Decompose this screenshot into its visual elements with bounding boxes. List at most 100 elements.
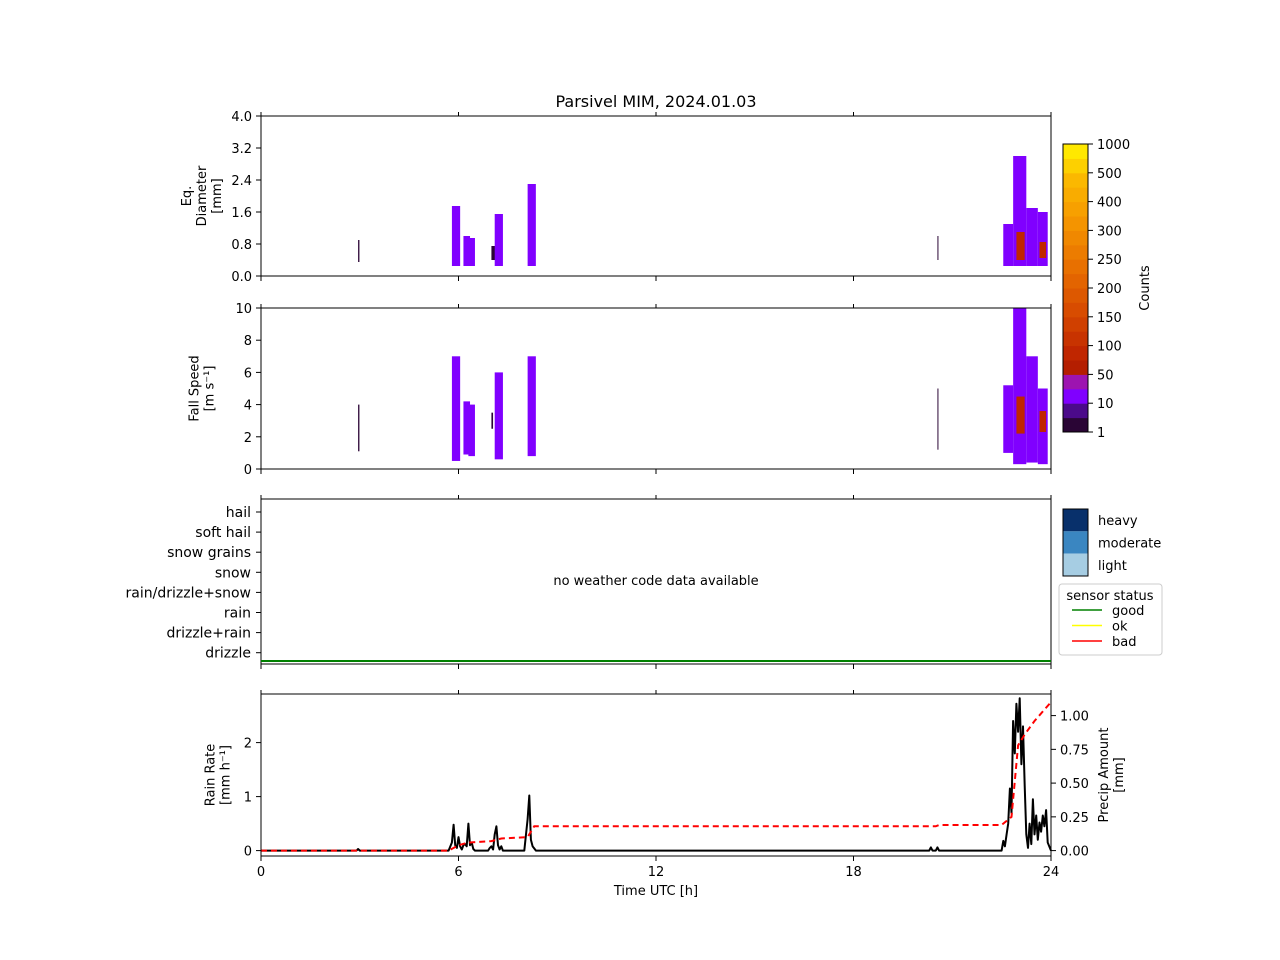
y-axis-label: Eq. [180, 186, 195, 207]
weather-category-label: rain/drizzle+snow [126, 585, 251, 601]
y-tick-label: 0.0 [231, 270, 252, 285]
heatmap-burst [1037, 212, 1048, 266]
colorbar-tick-label: 200 [1097, 282, 1122, 297]
x-tick-label: 12 [648, 865, 665, 880]
colorbar-segment [1063, 316, 1088, 332]
intensity-label: moderate [1098, 537, 1161, 552]
y-axis-label: [m s⁻¹] [203, 366, 218, 412]
colorbar-segment [1063, 331, 1088, 347]
colorbar-tick-label: 1000 [1097, 138, 1130, 153]
weather-code-panel: hail soft hail snow grains snow rain/drizzle… [126, 495, 1052, 669]
y-tick-label: 0 [244, 845, 252, 860]
colorbar-segment [1063, 201, 1088, 217]
diameter-panel: 0.0 0.8 1.6 2.4 3.2 4.0 Eq. Diameter [mm] [180, 110, 1052, 285]
heatmap-burst [491, 412, 494, 429]
heatmap-burst [491, 246, 497, 260]
heatmap-burst [468, 404, 475, 457]
colorbar-tick-label: 50 [1097, 368, 1114, 383]
heatmap-burst [1013, 308, 1027, 465]
y-tick-label: 2 [244, 737, 252, 752]
y-tick-label: 4.0 [231, 110, 252, 125]
colorbar-segment [1063, 172, 1088, 188]
heatmap-burst [358, 404, 360, 452]
y-tick-label: 4 [244, 399, 252, 414]
y-tick-label: 0 [244, 463, 252, 478]
y-tick-label: 1 [244, 791, 252, 806]
heatmap-burst [1039, 411, 1047, 432]
y-tick-label: 1.6 [231, 206, 252, 221]
status-label: bad [1112, 635, 1136, 650]
weather-category-label: snow [215, 565, 251, 581]
y2-tick-label: 1.00 [1060, 710, 1089, 725]
colorbar-label: Counts [1138, 265, 1153, 311]
colorbar-segment [1063, 187, 1088, 203]
heatmap-burst [937, 388, 939, 450]
y-tick-label: 6 [244, 366, 252, 381]
x-tick-label: 6 [454, 865, 462, 880]
y2-tick-label: 0.00 [1060, 845, 1089, 860]
heatmap-burst [494, 372, 503, 460]
y-axis-label: Fall Speed [188, 355, 203, 421]
heatmap-burst [1003, 385, 1014, 453]
colorbar-segment [1063, 360, 1088, 375]
colorbar-tick-label: 400 [1097, 196, 1122, 211]
heatmap-burst [1003, 224, 1014, 266]
colorbar-segment [1063, 374, 1088, 390]
intensity-swatch-moderate [1063, 531, 1088, 554]
y-tick-label: 10 [235, 302, 252, 317]
status-label: good [1112, 604, 1144, 619]
plot-frame [260, 115, 1052, 277]
colorbar-segment [1063, 403, 1088, 419]
weather-category-label: snow grains [167, 545, 251, 561]
heatmap-burst [1016, 232, 1025, 260]
colorbar-segment [1063, 158, 1088, 174]
y-tick-label: 2.4 [231, 174, 252, 189]
heatmap-burst [468, 238, 475, 266]
y-axis-label: [mm] [210, 178, 225, 213]
status-legend-box [1058, 583, 1163, 656]
y-axis-label: [mm h⁻¹] [219, 745, 234, 805]
intensity-swatch-heavy [1063, 509, 1088, 532]
heatmap-burst [527, 184, 536, 266]
heatmap-burst [1026, 208, 1038, 266]
heatmap-burst [937, 236, 939, 260]
y2-tick-label: 0.25 [1060, 811, 1089, 826]
weather-category-label: hail [226, 505, 251, 521]
intensity-label: light [1098, 559, 1127, 574]
colorbar-tick-label: 10 [1097, 397, 1114, 412]
colorbar-tick-label: 500 [1097, 167, 1122, 182]
status-label: ok [1112, 620, 1128, 635]
weather-category-label: rain [224, 606, 251, 622]
colorbar-segment [1063, 417, 1088, 433]
heatmap-burst [451, 206, 461, 266]
colorbar-segment [1063, 230, 1088, 246]
y-tick-label: 2 [244, 431, 252, 446]
colorbar-segment [1063, 345, 1088, 361]
intensity-frame [1062, 508, 1089, 577]
y-tick-label: 3.2 [231, 142, 252, 157]
y-axis-label: Rain Rate [204, 744, 219, 807]
colorbar-segment [1063, 144, 1088, 159]
fallspeed-panel: 0 2 4 6 8 10 Fall Speed [m s⁻¹] [188, 302, 1052, 478]
no-data-message: no weather code data available [553, 574, 758, 589]
colorbar-segment [1063, 288, 1088, 303]
colorbar-segment [1063, 388, 1088, 404]
colorbar-tick-label: 150 [1097, 311, 1122, 326]
heatmap-burst [358, 240, 360, 262]
y2-tick-label: 0.50 [1060, 777, 1089, 792]
colorbar-segment [1063, 273, 1088, 289]
heatmap-burst [1026, 356, 1038, 463]
colorbar-segment [1063, 216, 1088, 231]
y-tick-label: 0.8 [231, 238, 252, 253]
counts-colorbar: 1 10 50 100 150 200 250 300 400 500 1000 Counts [1062, 138, 1153, 441]
heatmap-burst [527, 356, 536, 457]
y-axis-label: Diameter [195, 165, 210, 226]
y-tick-label: 8 [244, 334, 252, 349]
status-legend-title: sensor status [1066, 589, 1153, 604]
heatmap-burst [1016, 396, 1025, 434]
x-tick-label: 0 [257, 865, 265, 880]
colorbar-segment [1063, 259, 1088, 275]
heatmap-burst [463, 401, 471, 455]
rain-rate-line [261, 697, 1052, 852]
